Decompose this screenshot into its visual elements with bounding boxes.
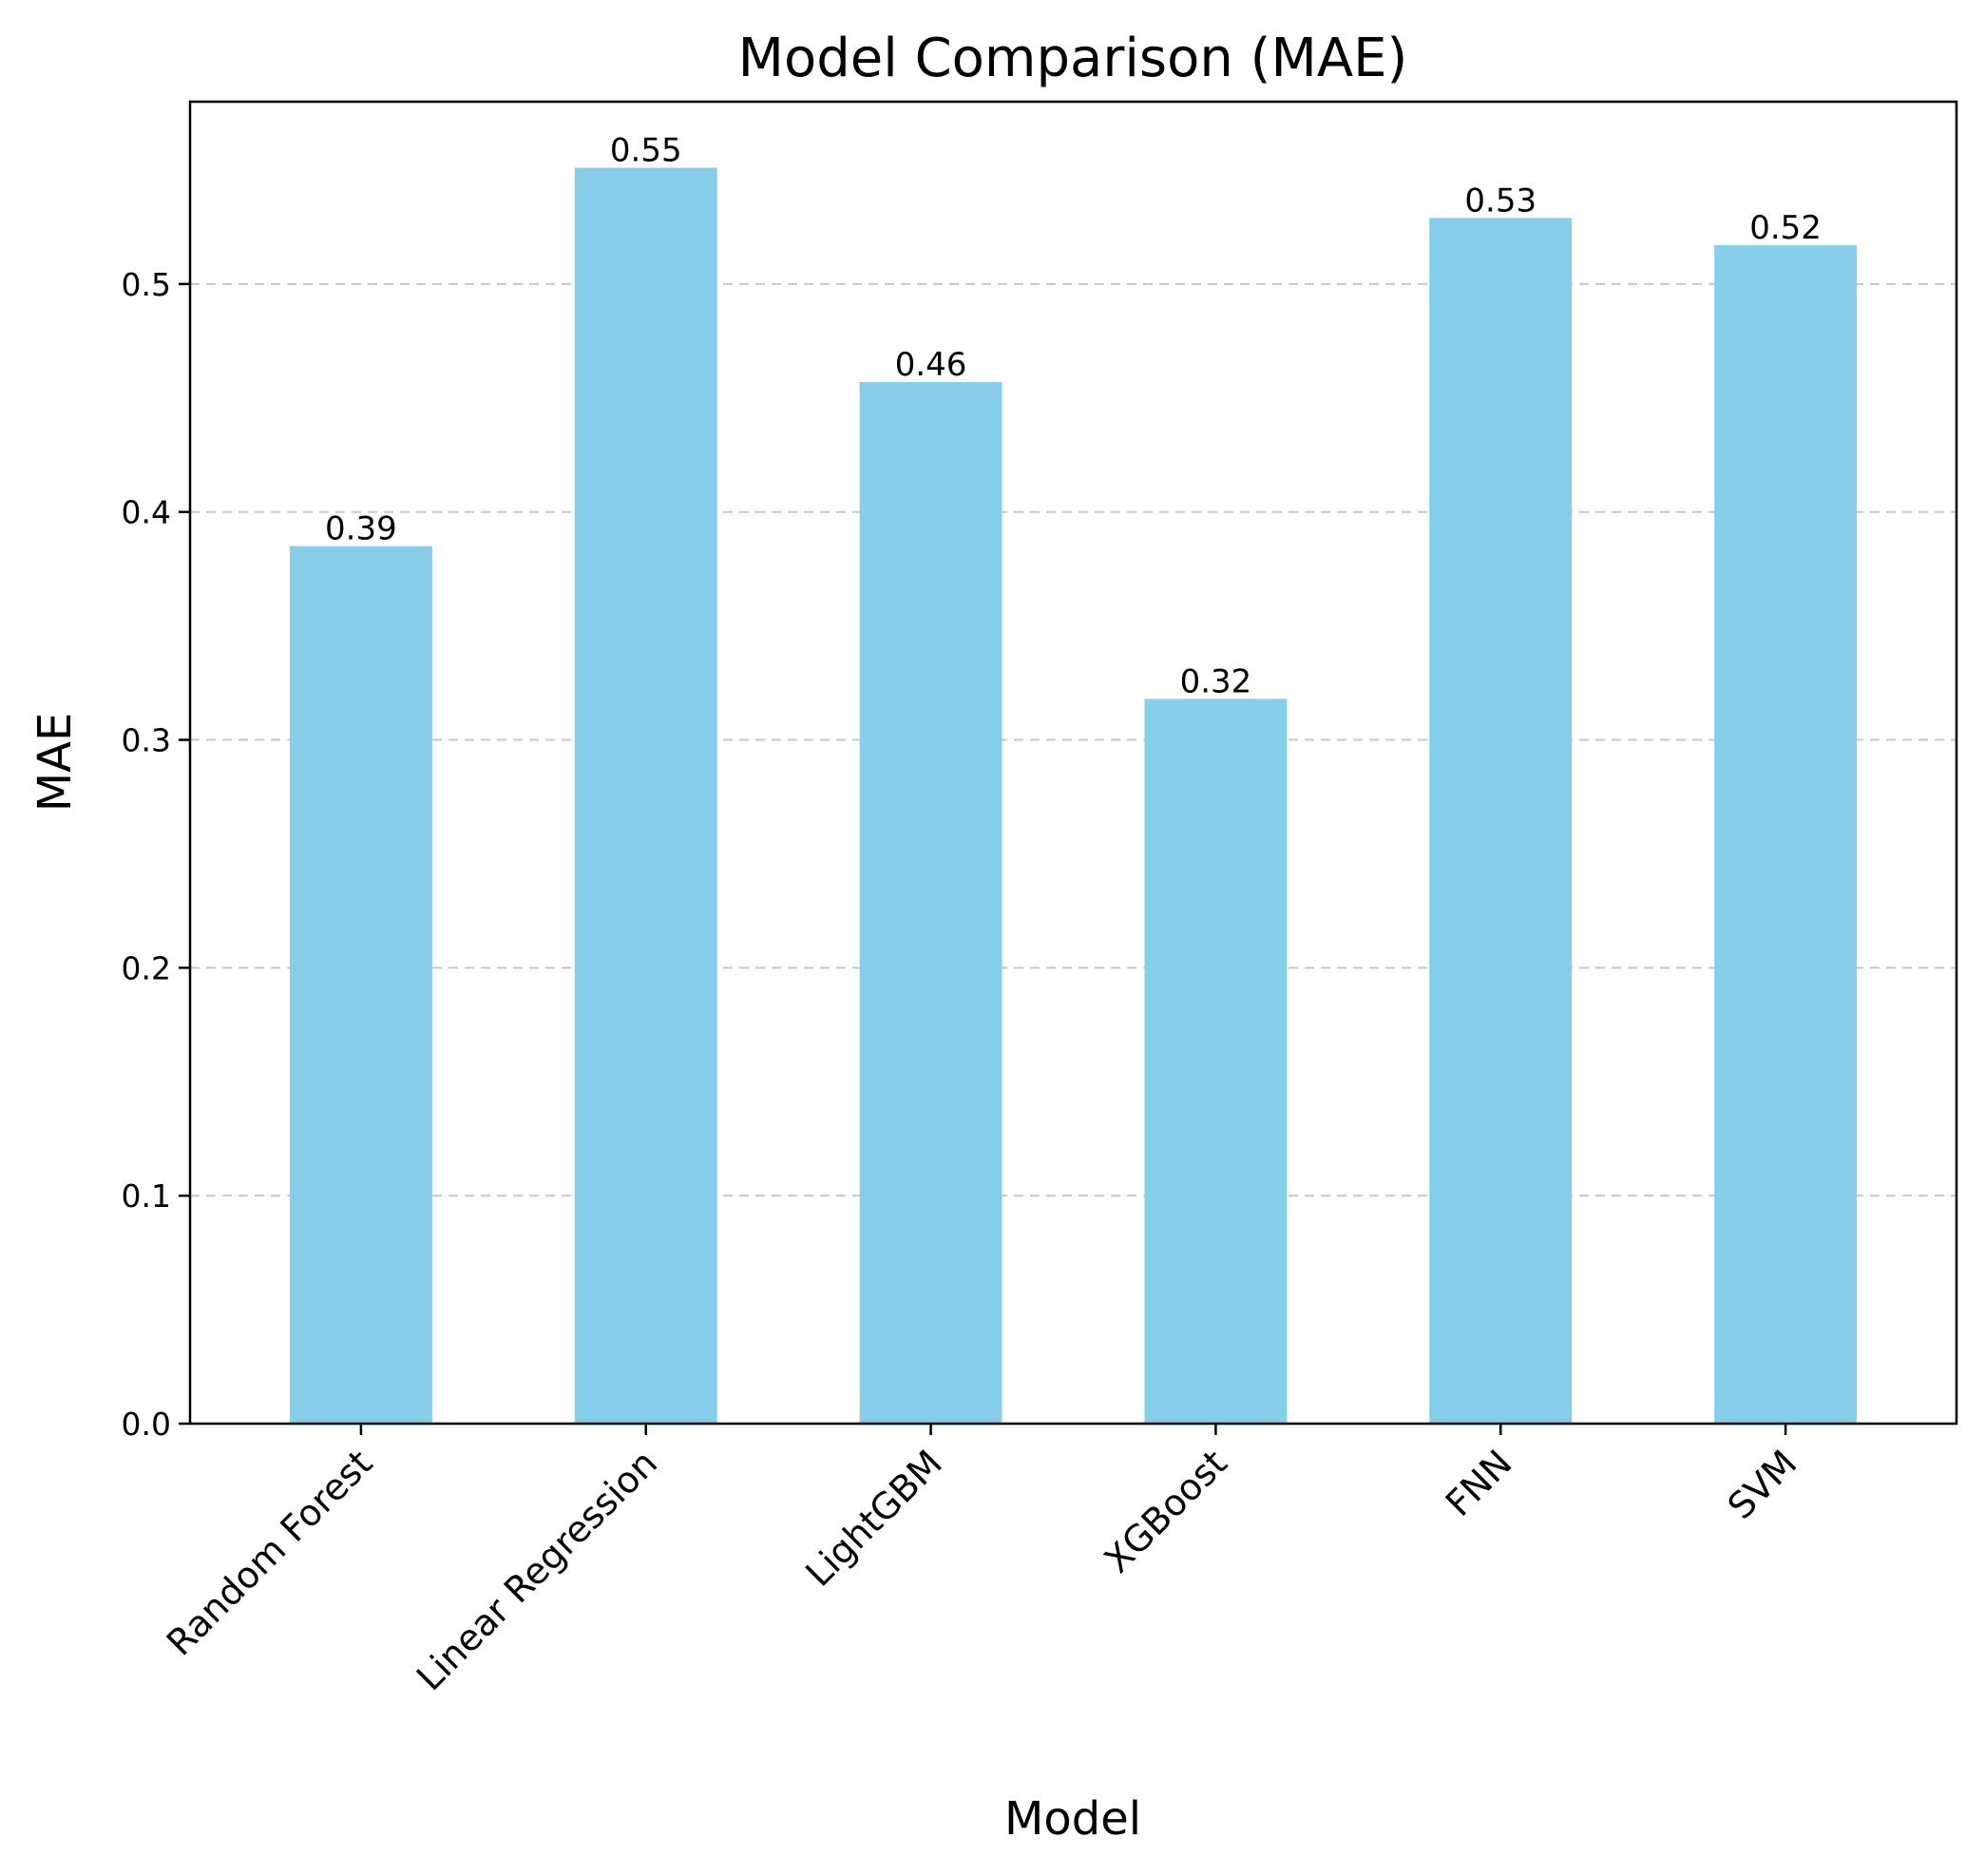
y-axis-ticks: 0.0 0.1 0.2 0.3 0.4 0.5	[122, 266, 190, 1443]
bar	[1144, 699, 1288, 1424]
bar	[1714, 245, 1858, 1425]
y-tick-label: 0.3	[122, 722, 171, 759]
x-tick-label: Linear Regression	[409, 1442, 665, 1698]
bar-value-label: 0.55	[610, 132, 682, 170]
x-tick-label: LightGBM	[797, 1442, 950, 1595]
bar	[289, 546, 432, 1424]
y-tick-label: 0.5	[122, 266, 171, 303]
bar-value-label: 0.46	[895, 346, 967, 384]
bar	[859, 381, 1002, 1425]
x-axis-ticks: Random Forest Linear Regression LightGBM XG…	[159, 1424, 1805, 1698]
x-tick-label: Random Forest	[159, 1442, 380, 1663]
bar	[1429, 218, 1573, 1425]
x-tick-label: XGBoost	[1097, 1442, 1235, 1580]
bars	[289, 167, 1858, 1425]
x-tick-label: FNN	[1438, 1442, 1520, 1524]
y-tick-label: 0.4	[122, 494, 171, 531]
y-tick-label: 0.2	[122, 949, 171, 986]
y-axis-label: MAE	[29, 713, 82, 813]
bar	[574, 167, 717, 1424]
data-labels: 0.39 0.55 0.46 0.32 0.53 0.52	[325, 132, 1822, 701]
bar-value-label: 0.32	[1180, 662, 1252, 700]
chart-title: Model Comparison (MAE)	[738, 28, 1408, 89]
gridlines	[190, 282, 1956, 1197]
bar-value-label: 0.53	[1464, 182, 1536, 220]
y-tick-label: 0.1	[122, 1177, 171, 1215]
plot-frame	[188, 100, 1958, 1426]
x-axis-label: Model	[1004, 1792, 1141, 1846]
x-tick-label: SVM	[1720, 1442, 1805, 1527]
y-tick-label: 0.0	[122, 1406, 171, 1443]
bar-value-label: 0.39	[325, 510, 397, 548]
bar-value-label: 0.52	[1749, 209, 1822, 247]
